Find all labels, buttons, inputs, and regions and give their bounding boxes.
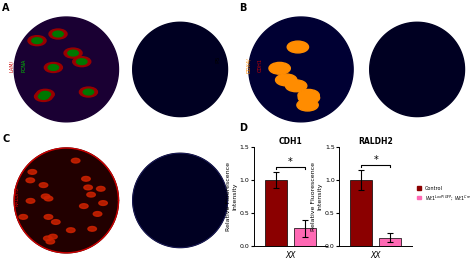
Circle shape <box>49 29 67 39</box>
Circle shape <box>83 89 94 95</box>
Polygon shape <box>133 153 228 248</box>
Polygon shape <box>133 22 228 117</box>
Bar <box>350 180 372 246</box>
Circle shape <box>73 57 91 67</box>
Circle shape <box>80 204 88 209</box>
Circle shape <box>97 187 105 191</box>
Circle shape <box>269 62 290 74</box>
Text: C: C <box>2 134 9 144</box>
Legend: Control, $\it{Wt1^{LoxP/GFP}}$; $\it{Wt1^{Cre}}$: Control, $\it{Wt1^{LoxP/GFP}}$; $\it{Wt1… <box>417 186 472 202</box>
Circle shape <box>297 99 318 111</box>
Text: $\it{Wt1^{LoxP/GFP}}$; $\it{Wt1^{Cre}}$: $\it{Wt1^{LoxP/GFP}}$; $\it{Wt1^{Cre}}$ <box>137 7 190 15</box>
Title: CDH1: CDH1 <box>278 137 302 146</box>
Circle shape <box>99 201 107 205</box>
Circle shape <box>38 94 49 99</box>
Text: RALDH2: RALDH2 <box>14 187 19 206</box>
Circle shape <box>285 80 307 92</box>
Circle shape <box>290 83 302 89</box>
Circle shape <box>68 50 78 56</box>
Circle shape <box>39 183 48 187</box>
Circle shape <box>45 63 63 73</box>
Title: RALDH2: RALDH2 <box>358 137 393 146</box>
Text: B: B <box>239 3 247 13</box>
Text: CDH1: CDH1 <box>258 58 263 73</box>
Circle shape <box>76 59 87 64</box>
Circle shape <box>298 89 319 101</box>
Circle shape <box>66 228 75 232</box>
Circle shape <box>303 92 315 99</box>
Text: Control: Control <box>52 7 75 12</box>
Circle shape <box>44 196 53 201</box>
Text: *: * <box>373 155 378 165</box>
Circle shape <box>41 194 50 199</box>
Circle shape <box>298 92 319 104</box>
Bar <box>379 238 401 246</box>
Circle shape <box>72 158 80 163</box>
Circle shape <box>82 177 90 181</box>
Circle shape <box>280 77 292 83</box>
Circle shape <box>28 36 46 46</box>
Text: *: * <box>288 157 293 167</box>
Circle shape <box>64 48 82 58</box>
Circle shape <box>44 215 53 219</box>
Circle shape <box>87 192 95 197</box>
Text: $\it{Wt1^{LoxP/GFP}}$; $\it{Wt1^{Cre}}$: $\it{Wt1^{LoxP/GFP}}$; $\it{Wt1^{Cre}}$ <box>137 138 190 146</box>
Circle shape <box>44 236 52 241</box>
Circle shape <box>273 65 285 72</box>
Text: $\it{Wt1^{LoxP/GFP}}$; $\it{Wt1^{Cre}}$: $\it{Wt1^{LoxP/GFP}}$; $\it{Wt1^{Cre}}$ <box>356 7 408 15</box>
Circle shape <box>49 234 57 239</box>
Text: A: A <box>2 3 10 13</box>
Text: D: D <box>239 123 247 133</box>
Text: Control: Control <box>273 7 295 12</box>
Circle shape <box>32 38 42 43</box>
Bar <box>264 180 287 246</box>
Circle shape <box>93 212 102 216</box>
Y-axis label: Relative Fluorescence
Intensity: Relative Fluorescence Intensity <box>226 162 237 231</box>
Circle shape <box>35 91 53 101</box>
Circle shape <box>275 74 297 86</box>
Circle shape <box>19 215 27 219</box>
Text: Control: Control <box>52 138 75 143</box>
Circle shape <box>287 41 309 53</box>
Polygon shape <box>249 17 353 122</box>
Circle shape <box>303 95 315 101</box>
Text: LAM/: LAM/ <box>9 59 14 72</box>
Circle shape <box>53 31 63 37</box>
Text: PCNA: PCNA <box>21 59 26 72</box>
Text: DDX4/: DDX4/ <box>246 58 251 73</box>
Polygon shape <box>370 22 465 117</box>
Circle shape <box>36 89 54 99</box>
Circle shape <box>26 178 35 183</box>
Circle shape <box>48 65 59 70</box>
Circle shape <box>88 226 96 231</box>
Circle shape <box>52 220 60 224</box>
Text: P5: P5 <box>216 55 220 63</box>
Circle shape <box>80 87 98 97</box>
Circle shape <box>28 170 36 174</box>
Y-axis label: Relative Fluorescence
Intensity: Relative Fluorescence Intensity <box>311 162 322 231</box>
Polygon shape <box>14 148 118 253</box>
Bar <box>294 228 316 246</box>
Circle shape <box>292 44 304 50</box>
Circle shape <box>84 185 92 190</box>
Circle shape <box>40 91 50 97</box>
Circle shape <box>26 199 35 203</box>
Circle shape <box>46 239 55 244</box>
Polygon shape <box>14 17 118 122</box>
Circle shape <box>301 102 313 108</box>
